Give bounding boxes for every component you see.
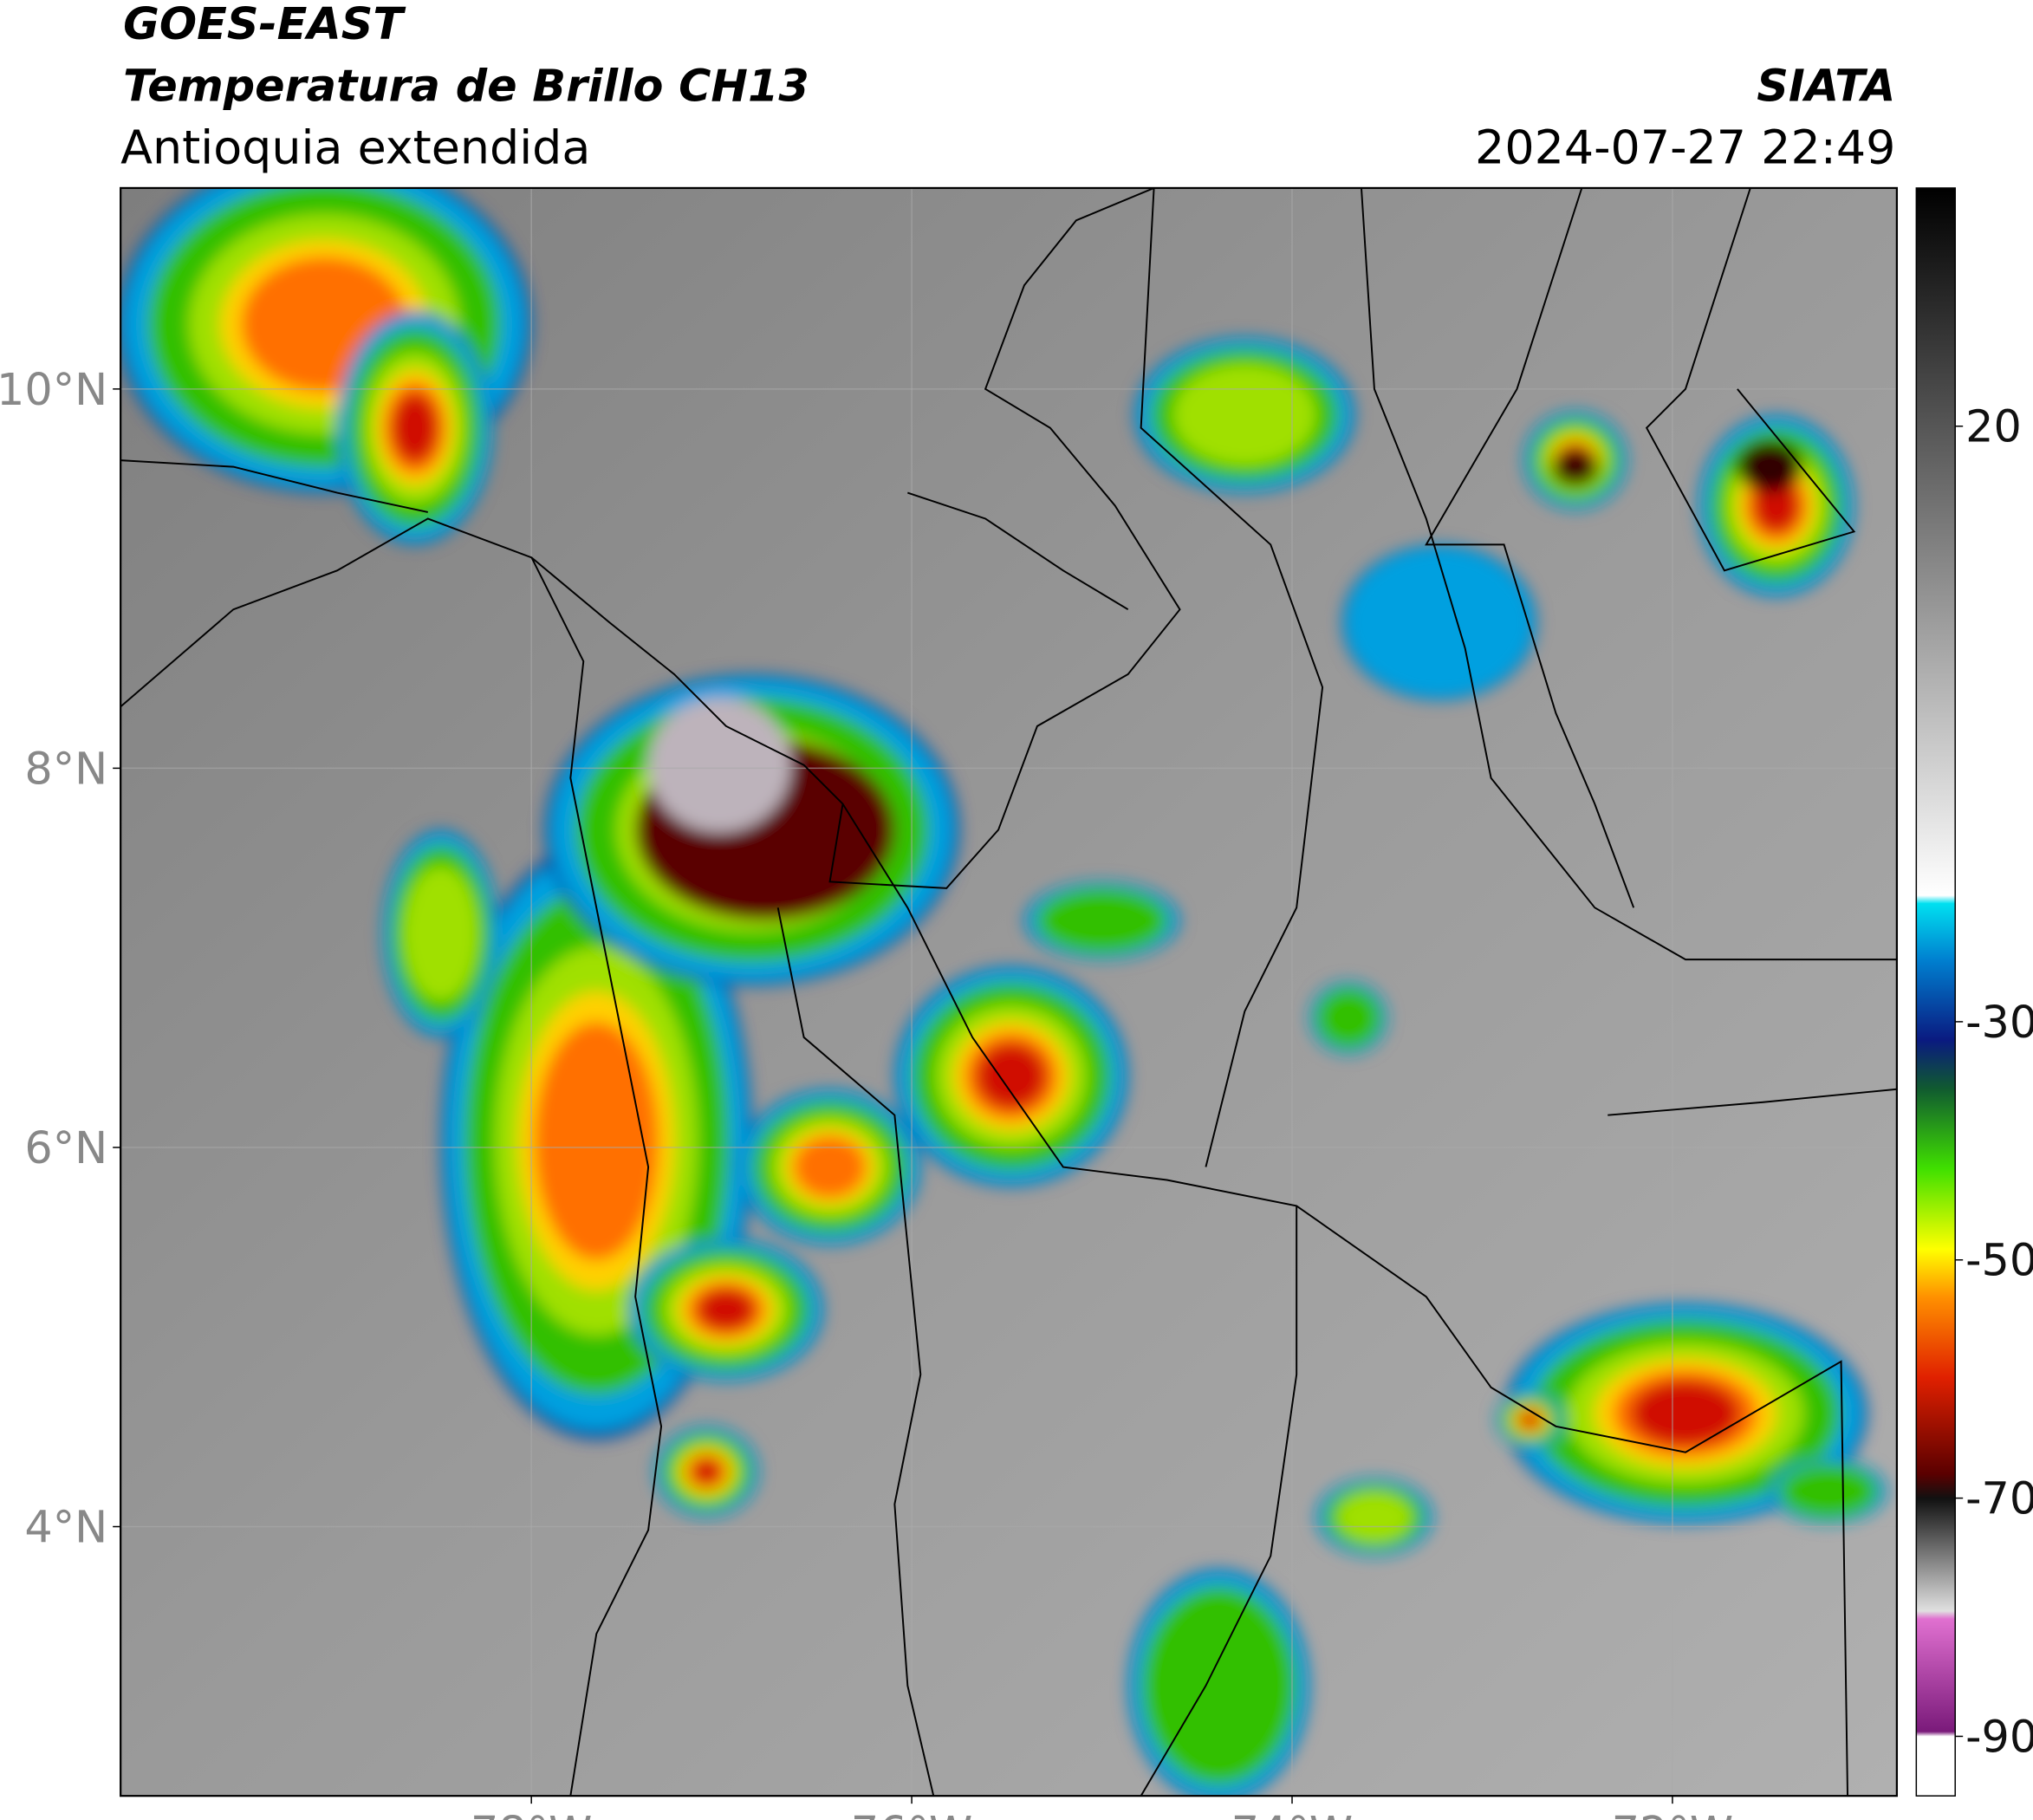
storm-layer xyxy=(1344,547,1534,699)
datetime-label: 2024-07-27 22:49 xyxy=(1475,120,1895,175)
storm-layer xyxy=(1036,887,1169,954)
storm-layer xyxy=(793,1135,867,1199)
lon-tick-label: 78°W xyxy=(471,1807,592,1820)
lat-axis: 10°N 8°N 6°N 4°N xyxy=(0,364,121,1552)
lon-tick-label: 72°W xyxy=(1612,1807,1733,1820)
storm-layer xyxy=(1778,1463,1878,1519)
lat-tick-label: 10°N xyxy=(0,364,107,415)
colorbar-axis: 20 -30 -50 -70 -90 xyxy=(1955,401,2033,1762)
storm-layer xyxy=(534,1021,659,1261)
colorbar xyxy=(1915,187,1956,1797)
storm-layer xyxy=(1336,1492,1413,1543)
colorbar-tick-label: 20 xyxy=(1965,401,2022,452)
storm-core xyxy=(1737,440,1802,493)
map-area xyxy=(120,187,1897,1797)
storm-layer xyxy=(402,866,479,1002)
storm-layer xyxy=(1519,1411,1541,1429)
lat-tick-label: 4°N xyxy=(24,1501,107,1552)
grid xyxy=(120,187,1897,1797)
lat-tick-label: 8°N xyxy=(24,743,107,794)
map-frame xyxy=(120,186,1899,1797)
storm-layer xyxy=(1315,986,1382,1050)
storm-layer xyxy=(1172,364,1316,466)
storm-core xyxy=(648,697,791,833)
lat-tick-label: 6°N xyxy=(24,1122,107,1173)
colorbar-tick-label: -70 xyxy=(1965,1473,2033,1524)
source-label: SIATA xyxy=(1757,61,1895,112)
product-title: Temperatura de Brillo CH13 xyxy=(123,61,809,112)
satellite-title: GOES-EAST xyxy=(123,0,406,49)
borders xyxy=(120,187,1897,1797)
storm-layer xyxy=(1631,1380,1740,1446)
lon-tick-label: 76°W xyxy=(851,1807,972,1820)
storm-layer xyxy=(1141,1586,1296,1785)
colorbar-tick-label: -50 xyxy=(1965,1235,2033,1286)
storm-layer xyxy=(976,1043,1047,1109)
lon-tick-label: 74°W xyxy=(1231,1807,1353,1820)
storm-core xyxy=(1551,447,1599,487)
colorbar-tick-label: -30 xyxy=(1965,997,2033,1048)
lon-axis: 78°W 76°W 74°W 72°W xyxy=(471,1796,1733,1820)
region-subtitle: Antioquia extendida xyxy=(120,120,590,175)
storm-layer xyxy=(691,1458,723,1485)
storm-layer xyxy=(697,1288,756,1331)
colorbar-tick-label: -90 xyxy=(1965,1711,2033,1762)
storm-layer xyxy=(391,393,438,464)
